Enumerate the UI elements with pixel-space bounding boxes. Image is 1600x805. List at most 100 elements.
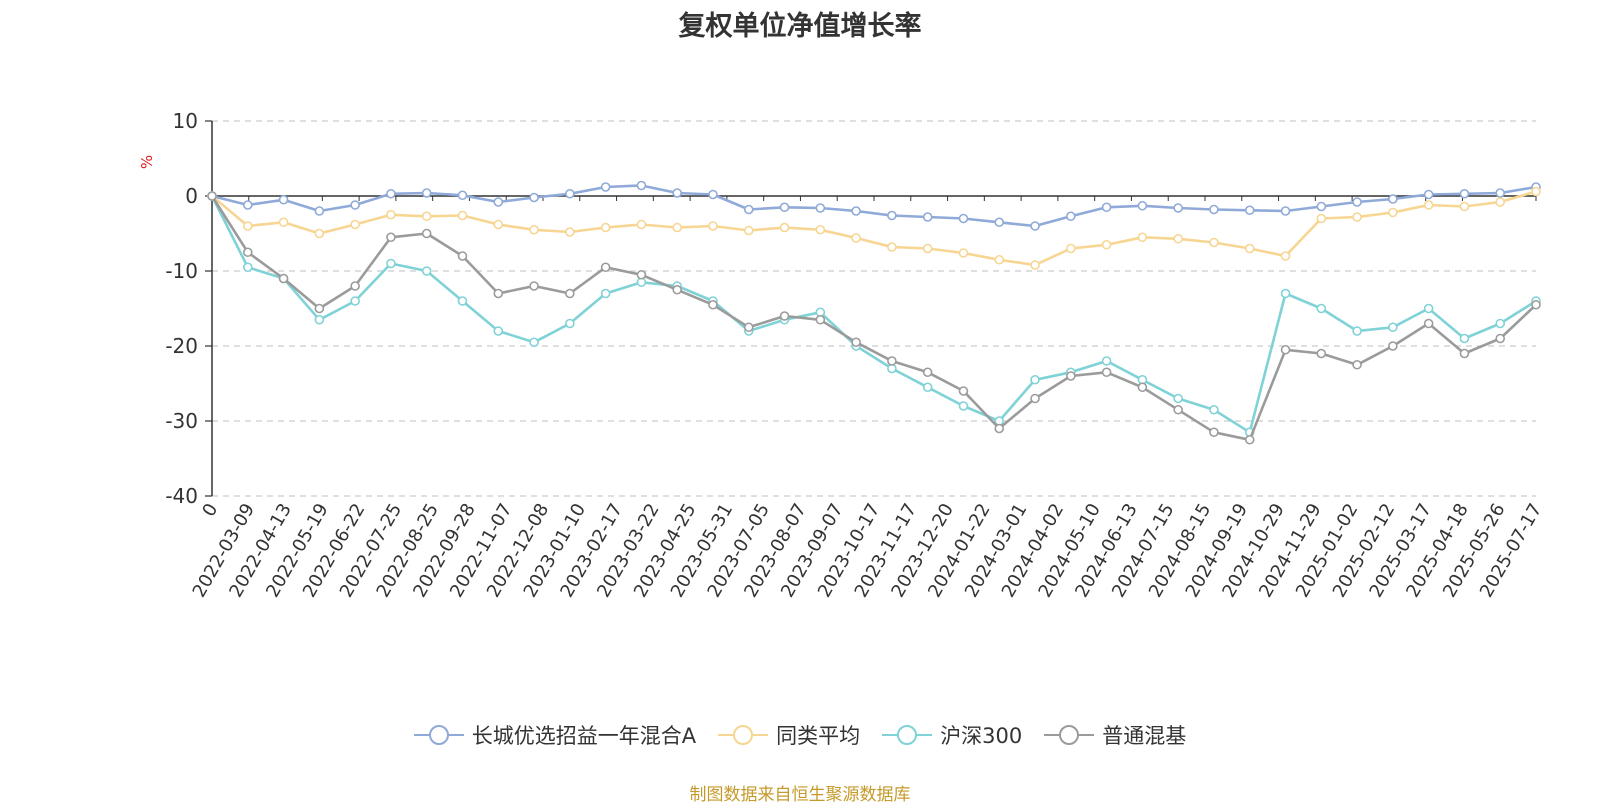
data-point [350, 296, 360, 306]
legend-item-fund[interactable]: 长城优选招益一年混合A [413, 720, 696, 750]
y-tick-label: 10 [173, 109, 198, 133]
legend: 长城优选招益一年混合A 同类平均 沪深300 普通混基 [0, 720, 1600, 750]
legend-item-hybrid-fund[interactable]: 普通混基 [1044, 720, 1186, 750]
series-1 [207, 186, 1541, 270]
data-point [278, 273, 289, 284]
data-point [1066, 211, 1076, 222]
data-point [350, 200, 360, 210]
data-point [636, 269, 647, 280]
data-point [958, 213, 969, 224]
data-point [887, 242, 897, 252]
data-point [1209, 204, 1219, 215]
data-point [278, 194, 289, 205]
y-tick-label: -20 [165, 334, 198, 358]
data-point [421, 228, 432, 239]
data-point [565, 288, 575, 299]
data-point [708, 221, 718, 231]
data-point [1137, 382, 1148, 393]
data-point [922, 382, 933, 393]
data-point [386, 232, 396, 243]
data-point [386, 188, 396, 199]
series-line [210, 195, 1537, 442]
data-point [743, 225, 754, 236]
legend-item-csi300[interactable]: 沪深300 [882, 720, 1022, 750]
data-point [1137, 200, 1148, 211]
series-line [210, 195, 1537, 434]
data-point [314, 228, 325, 239]
data-point [1280, 251, 1291, 261]
data-point [1209, 237, 1219, 248]
data-point [1459, 188, 1470, 199]
x-tick-label: 0 [198, 500, 222, 520]
data-point [1388, 322, 1398, 333]
data-point [386, 209, 396, 220]
data-point [493, 326, 504, 336]
data-point [1101, 239, 1112, 250]
series-2 [207, 191, 1541, 438]
data-point [242, 200, 253, 210]
data-point [1531, 186, 1541, 197]
axes: 10 0 -10 -20 -30 -40 [165, 109, 1537, 508]
legend-label: 同类平均 [776, 724, 861, 748]
data-point [994, 254, 1005, 265]
data-point [672, 188, 682, 198]
data-point [1352, 326, 1362, 336]
data-point [1352, 212, 1362, 222]
chart-title: 复权单位净值增长率 [678, 11, 922, 42]
data-point [1316, 201, 1327, 212]
data-point [600, 222, 611, 233]
data-point [421, 188, 432, 198]
data-point [922, 243, 933, 254]
data-point [994, 217, 1005, 228]
data-point [207, 191, 217, 201]
data-point [1173, 233, 1183, 244]
data-point [922, 212, 933, 222]
data-point [1495, 318, 1506, 329]
data-point [1244, 205, 1255, 216]
data-point [1101, 356, 1112, 366]
data-point [672, 222, 682, 233]
y-tick-label: -40 [165, 484, 198, 508]
data-point [1423, 200, 1434, 210]
data-point [529, 281, 539, 291]
series-3 [207, 191, 1541, 445]
data-point [887, 210, 897, 221]
data-point [278, 217, 289, 228]
data-point [922, 367, 933, 378]
data-point [1495, 188, 1506, 198]
legend-item-peer-average[interactable]: 同类平均 [718, 720, 860, 750]
data-point [1352, 359, 1362, 370]
data-point [779, 311, 790, 321]
data-point [1495, 197, 1506, 207]
data-point [672, 284, 682, 295]
data-point [565, 188, 575, 199]
data-point [1388, 341, 1398, 351]
data-point [743, 204, 754, 215]
data-point [851, 337, 861, 348]
data-point [1423, 318, 1434, 329]
data-point [1173, 393, 1183, 404]
data-point [1030, 260, 1040, 270]
data-point [1388, 207, 1398, 218]
data-point [1137, 232, 1148, 243]
data-point [386, 258, 396, 269]
data-point [1101, 367, 1112, 378]
data-point [779, 202, 790, 213]
data-point [708, 189, 718, 200]
legend-label: 沪深300 [940, 724, 1023, 748]
data-point [1101, 202, 1112, 213]
data-point [851, 206, 861, 216]
legend-line-marker-icon [718, 725, 769, 745]
data-point [1423, 189, 1434, 200]
data-point [1316, 303, 1327, 314]
data-point [600, 182, 611, 192]
data-point [1209, 427, 1219, 438]
data-point [1209, 404, 1219, 415]
data-point [493, 288, 504, 299]
series-line [211, 184, 1537, 228]
data-point [457, 251, 468, 261]
series-lines [207, 180, 1541, 445]
data-point [1030, 393, 1040, 404]
data-point [529, 192, 539, 203]
